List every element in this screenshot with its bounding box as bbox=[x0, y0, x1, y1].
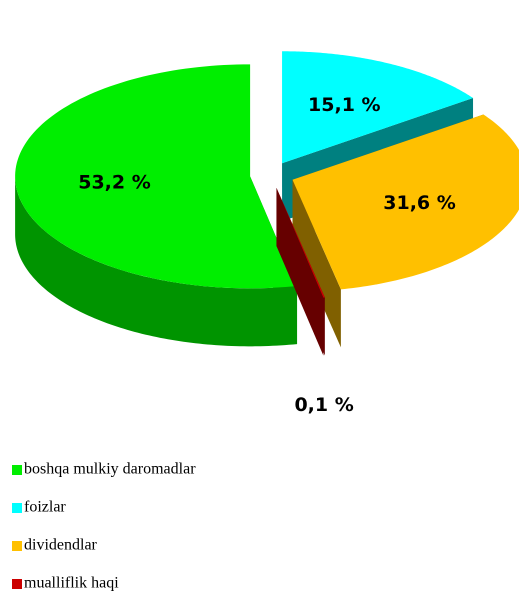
slice-top bbox=[15, 64, 298, 289]
legend-label: mualliflik haqi bbox=[24, 575, 119, 592]
pie-slice bbox=[15, 64, 298, 347]
legend-label: boshqa mulkiy daromadlar bbox=[24, 461, 196, 478]
legend-swatch bbox=[12, 465, 22, 475]
pie-slice bbox=[276, 187, 325, 356]
data-label: 53,2 % bbox=[78, 171, 151, 193]
data-label: 15,1 % bbox=[308, 94, 381, 116]
legend-swatch bbox=[12, 503, 22, 513]
legend-swatch bbox=[12, 579, 22, 589]
slice-top bbox=[276, 187, 325, 298]
slice-face bbox=[292, 179, 341, 348]
pie-slice bbox=[292, 114, 519, 348]
legend-label: foizlar bbox=[24, 499, 66, 516]
legend-swatch bbox=[12, 541, 22, 551]
data-label: 0,1 % bbox=[294, 394, 353, 416]
slice-top bbox=[292, 114, 519, 290]
slice-face bbox=[276, 187, 324, 356]
slice-top bbox=[282, 51, 474, 164]
legend-label: dividendlar bbox=[24, 537, 98, 554]
data-label: 31,6 % bbox=[383, 192, 456, 214]
slice-wall bbox=[15, 176, 298, 347]
